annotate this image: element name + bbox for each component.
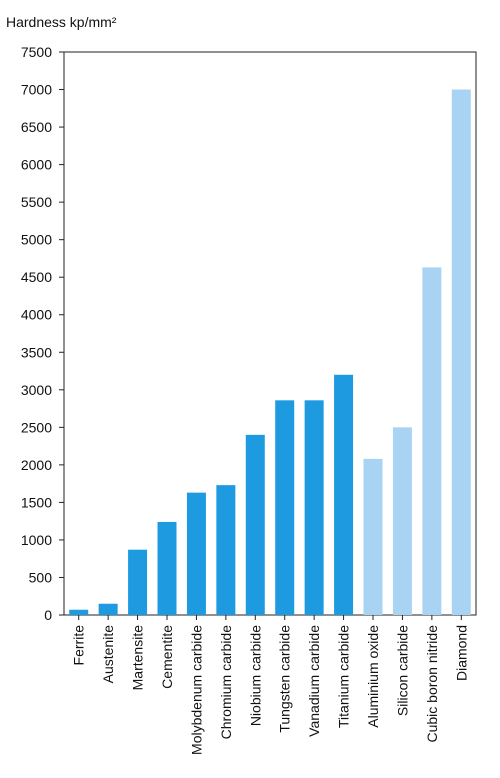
y-tick-label: 0 [44,607,52,623]
x-tick-label: Cementite [159,625,175,689]
x-tick-label: Niobium carbide [247,625,263,726]
bar [216,485,236,615]
bar [392,427,412,615]
x-tick-label: Tungsten carbide [277,625,293,733]
bar [69,609,89,615]
x-tick-label: Aluminium oxide [365,625,381,728]
y-tick-label: 2500 [21,419,52,435]
y-tick-label: 1500 [21,494,52,510]
y-tick-label: 5500 [21,194,52,210]
y-tick-label: 7500 [21,44,52,60]
bar [451,89,471,616]
y-tick-label: 1000 [21,532,52,548]
y-tick-label: 6000 [21,157,52,173]
y-tick-label: 500 [29,569,53,585]
x-tick-label: Diamond [453,625,469,681]
bar [363,458,383,615]
x-tick-label: Cubic boron nitride [424,625,440,743]
y-tick-label: 3500 [21,344,52,360]
plot-frame [63,51,477,616]
bar [245,434,265,615]
x-tick-label: Chromium carbide [218,625,234,740]
x-tick-label: Vanadium carbide [306,625,322,737]
bar [304,400,324,615]
x-tick-label: Austenite [100,625,116,684]
x-tick-label: Titanium carbide [336,625,352,728]
y-tick-label: 6500 [21,119,52,135]
bar [334,374,354,615]
bar [422,267,442,615]
y-tick-label: 7000 [21,82,52,98]
y-axis-label: Hardness kp/mm² [6,14,117,30]
bar [157,521,177,615]
y-tick-label: 5000 [21,232,52,248]
bar [98,603,118,615]
x-tick-label: Martensite [130,625,146,691]
x-tick-label: Molybdenum carbide [188,625,204,755]
y-tick-label: 4500 [21,269,52,285]
x-tick-label: Ferrite [71,625,87,666]
bar [128,549,148,615]
x-tick-label: Silicon carbide [394,625,410,716]
bar [186,492,206,615]
y-tick-label: 2000 [21,457,52,473]
y-tick-label: 4000 [21,307,52,323]
bar [275,400,295,615]
y-tick-label: 3000 [21,382,52,398]
